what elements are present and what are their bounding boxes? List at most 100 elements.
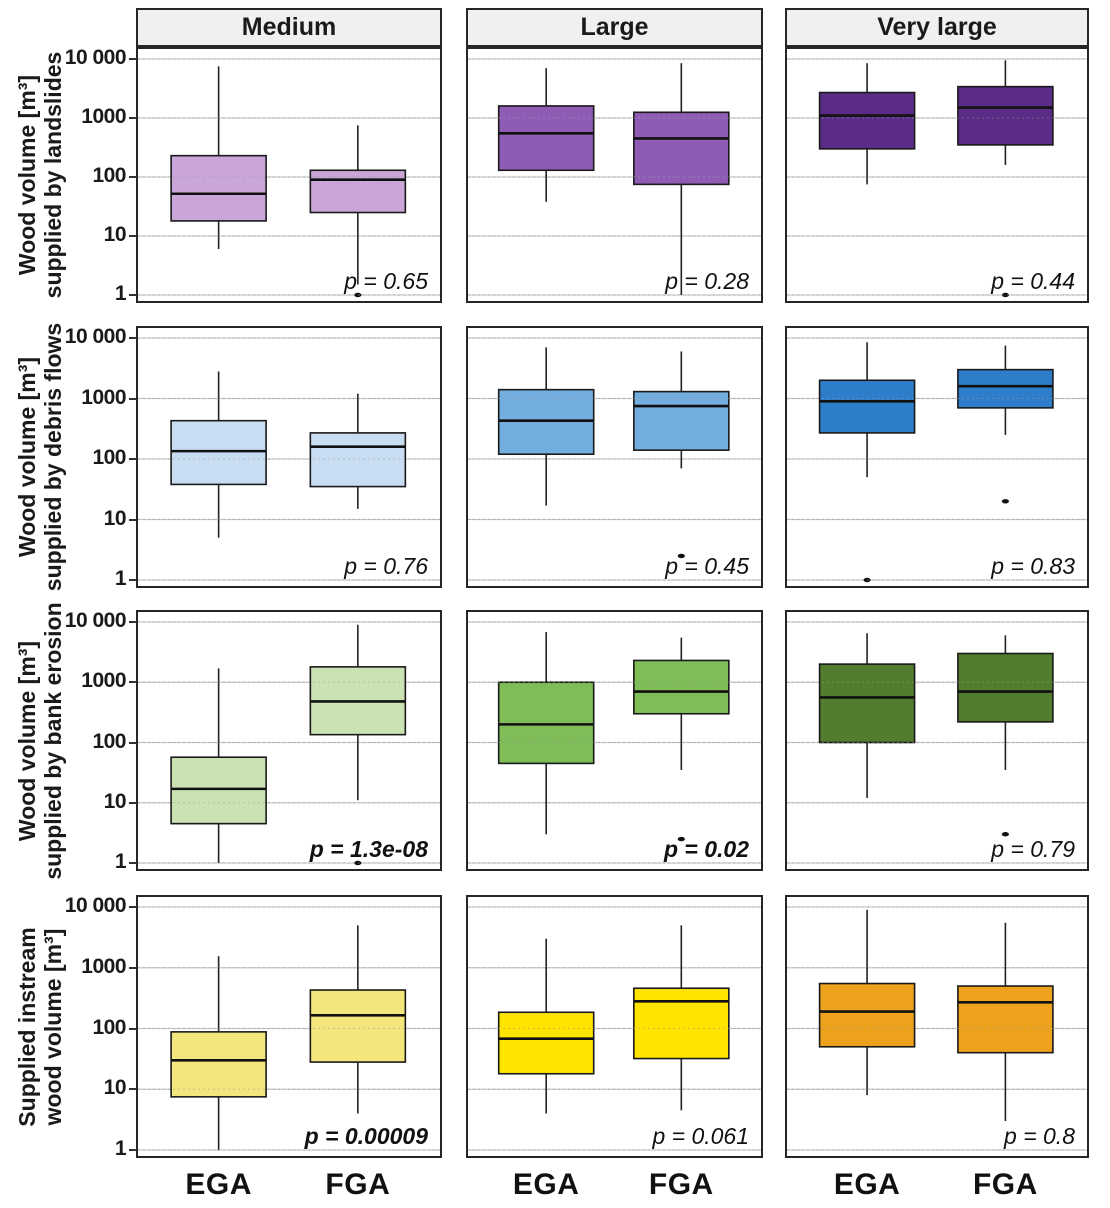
panel-border xyxy=(136,610,442,871)
y-tick-mark xyxy=(129,518,136,521)
panel-r3c1: p = 1.3e-08 xyxy=(136,610,442,871)
panel-border xyxy=(785,610,1089,871)
panel-r2c3: p = 0.83 xyxy=(785,326,1089,588)
column-header-2: Very large xyxy=(785,8,1089,47)
boxplot-svg xyxy=(136,610,442,871)
y-tick-label: 10 000 xyxy=(64,609,127,632)
boxplot-svg xyxy=(136,326,442,588)
boxplot-fga xyxy=(633,351,730,559)
iqr-box xyxy=(633,111,730,186)
p-value-label: p = 0.00009 xyxy=(304,1123,428,1149)
boxplot-fga xyxy=(957,60,1054,298)
iqr-box xyxy=(957,652,1054,723)
boxplot-svg xyxy=(785,326,1089,588)
iqr-box xyxy=(170,419,267,486)
panel-r1c2: p = 0.28 xyxy=(466,47,763,303)
panel-border xyxy=(136,326,442,588)
boxplot-ega xyxy=(497,938,595,1114)
boxplot-fga xyxy=(309,624,407,866)
y-tick-mark xyxy=(129,801,136,804)
y-tick-label: 1000 xyxy=(81,385,126,409)
boxplot-ega xyxy=(170,668,267,863)
x-label-fga-col1: FGA xyxy=(325,1168,391,1201)
column-header-0: Medium xyxy=(136,8,442,47)
y-tick-label: 10 xyxy=(103,789,127,813)
p-value-label: p = 0.02 xyxy=(663,836,749,862)
p-value-label: p = 0.8 xyxy=(1004,1123,1075,1149)
iqr-box xyxy=(818,663,916,744)
y-tick-label: 10 000 xyxy=(64,894,127,917)
boxplot-ega xyxy=(497,632,595,835)
y-tick-mark xyxy=(129,117,136,119)
p-value-label: p = 0.061 xyxy=(652,1123,749,1149)
iqr-box xyxy=(170,1031,267,1098)
y-tick-mark xyxy=(129,58,136,60)
p-value-label: p = 0.83 xyxy=(991,553,1075,579)
iqr-box xyxy=(818,982,916,1048)
panel-r4c1: p = 0.00009 xyxy=(136,895,442,1158)
column-header-1: Large xyxy=(466,8,763,47)
y-tick-label: 10 000 xyxy=(64,46,127,69)
y-tick-mark xyxy=(129,1027,136,1030)
y-tick-mark xyxy=(129,294,136,296)
y-tick-mark xyxy=(129,621,136,623)
panel-border xyxy=(466,326,763,588)
y-axis-title-line: supplied by bank erosion xyxy=(40,601,66,880)
y-tick-label: 1 xyxy=(114,1137,127,1160)
y-tick-label: 1 xyxy=(114,282,127,305)
p-value-label: p = 0.76 xyxy=(344,553,428,579)
boxplot-svg xyxy=(785,47,1089,303)
boxplot-fga xyxy=(957,635,1054,837)
x-label-ega-col1: EGA xyxy=(185,1168,252,1201)
iqr-box xyxy=(818,91,916,150)
outlier-point xyxy=(354,292,362,298)
boxplot-ega xyxy=(170,371,267,538)
boxplot-ega xyxy=(818,63,916,185)
boxplot-svg xyxy=(466,47,763,303)
y-tick-label: 100 xyxy=(92,446,126,469)
outlier-point xyxy=(1001,292,1009,298)
y-axis-title-row2: Wood volume [m³] supplied by debris flows xyxy=(14,323,66,591)
y-axis-title-line: Wood volume [m³] xyxy=(14,356,41,558)
panel-border xyxy=(785,47,1089,303)
y-tick-mark xyxy=(129,906,136,908)
boxplot-ega xyxy=(170,956,267,1150)
boxplot-svg xyxy=(466,326,763,588)
iqr-box xyxy=(497,105,595,172)
boxplot-svg xyxy=(136,47,442,303)
y-tick-mark xyxy=(129,458,136,460)
iqr-box xyxy=(957,85,1054,146)
iqr-box xyxy=(170,154,267,222)
y-tick-mark xyxy=(129,337,136,339)
p-value-label: p = 0.45 xyxy=(665,553,749,579)
y-tick-label: 1000 xyxy=(81,669,126,693)
iqr-box xyxy=(818,379,916,434)
panel-r2c1: p = 0.76 xyxy=(136,326,442,588)
y-tick-mark xyxy=(129,681,136,684)
iqr-box xyxy=(633,390,730,451)
iqr-box xyxy=(309,432,407,488)
boxplot-fga xyxy=(633,63,730,295)
iqr-box xyxy=(497,1011,595,1075)
iqr-box xyxy=(633,987,730,1060)
y-tick-label: 1000 xyxy=(81,105,126,128)
x-label-ega-col3: EGA xyxy=(833,1168,901,1201)
boxplot-ega xyxy=(170,66,267,250)
panel-r2c2: p = 0.45 xyxy=(466,326,763,588)
boxplot-fga xyxy=(633,925,730,1111)
boxplot-fga xyxy=(309,393,407,509)
panel-border xyxy=(136,47,442,303)
y-tick-mark xyxy=(129,966,136,969)
x-label-fga-col3: FGA xyxy=(972,1168,1038,1201)
y-axis-title-line: Wood volume [m³] xyxy=(14,74,41,276)
boxplot-fga xyxy=(309,925,407,1114)
y-tick-mark xyxy=(129,579,136,581)
iqr-box xyxy=(633,659,730,715)
panel-border xyxy=(466,610,763,871)
panel-r1c3: p = 0.44 xyxy=(785,47,1089,303)
iqr-box xyxy=(957,985,1054,1054)
panel-border xyxy=(785,895,1089,1158)
boxplot-fga xyxy=(957,345,1054,504)
p-value-label: p = 1.3e-08 xyxy=(309,836,428,862)
